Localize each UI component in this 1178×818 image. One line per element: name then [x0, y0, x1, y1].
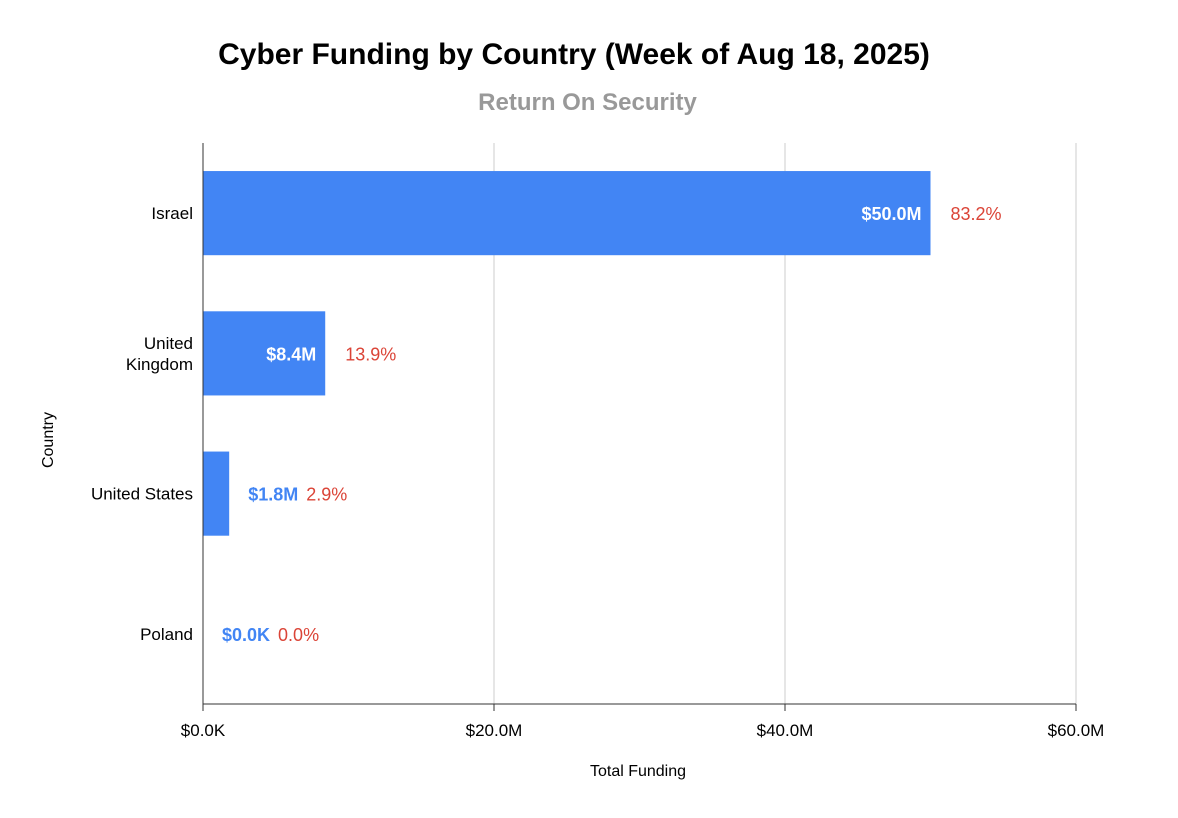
bar-value-label: $0.0K	[222, 625, 270, 645]
bar-value-label: $50.0M	[861, 204, 921, 224]
bar-percent-label: 0.0%	[278, 625, 319, 645]
y-tick-label: Poland	[140, 625, 193, 644]
bar	[203, 311, 326, 396]
x-tick-label: $0.0K	[181, 721, 226, 740]
x-tick-label: $20.0M	[466, 721, 523, 740]
x-tick-label: $40.0M	[757, 721, 814, 740]
bar-value-label: $8.4M	[266, 344, 316, 364]
x-axis-title: Total Funding	[590, 763, 686, 780]
bar-percent-label: 83.2%	[951, 204, 1002, 224]
chart-title: Cyber Funding by Country (Week of Aug 18…	[218, 38, 930, 71]
y-axis-title: Country	[40, 412, 57, 468]
bar	[203, 451, 230, 536]
bar-percent-label: 2.9%	[306, 485, 347, 505]
chart-subtitle: Return On Security	[478, 89, 697, 116]
y-tick-label: United Kingdom	[126, 334, 193, 374]
bar	[203, 171, 931, 256]
bars	[203, 171, 931, 536]
labels: Israel $50.0M 83.2% United Kingdom $8.4M 13.9%…	[91, 204, 1002, 645]
bar-percent-label: 13.9%	[345, 344, 396, 364]
y-tick-label: Israel	[151, 204, 193, 223]
x-tick-label: $60.0M	[1048, 721, 1105, 740]
y-tick-label: United States	[91, 485, 193, 504]
axes: $0.0K $20.0M $40.0M $60.0M	[181, 143, 1105, 740]
bar-value-label: $1.8M	[248, 485, 298, 505]
